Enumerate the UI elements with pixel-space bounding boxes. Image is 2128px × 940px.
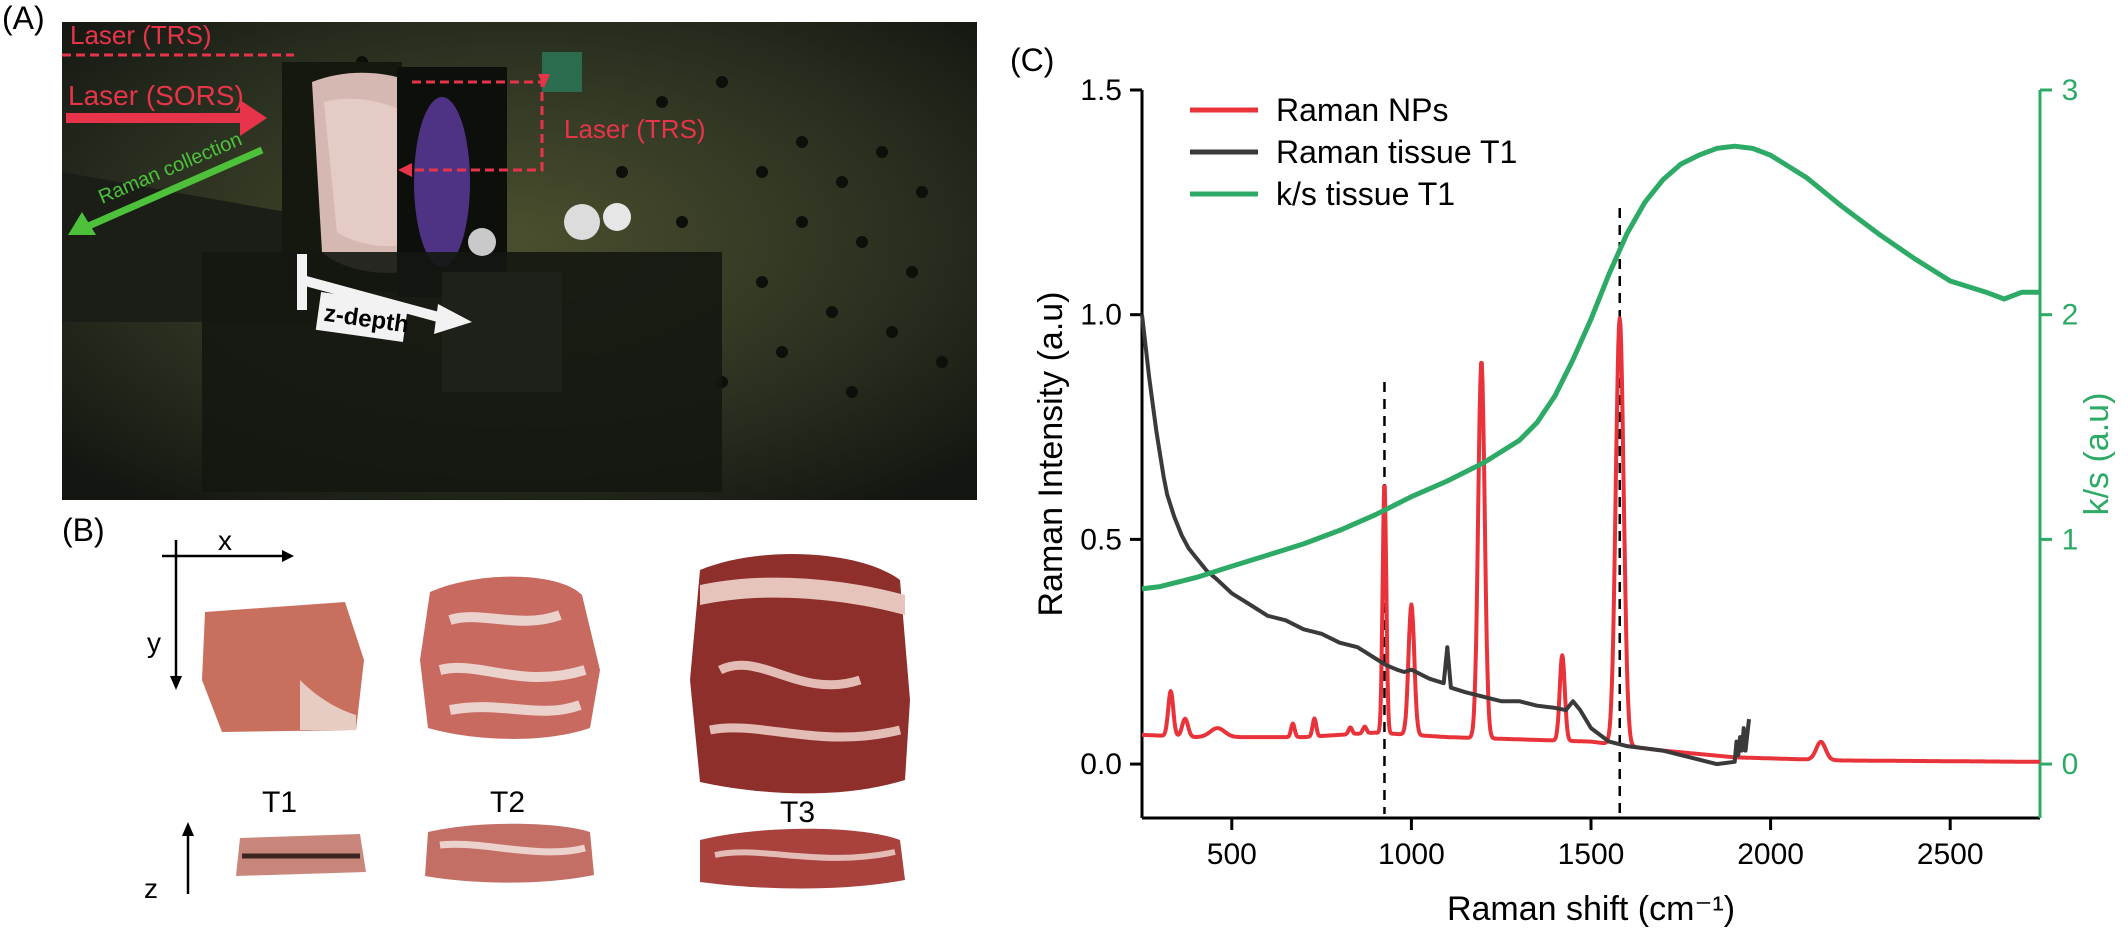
raman-collection-arrow-head <box>68 212 96 235</box>
lens-glow <box>414 97 470 267</box>
stage-knob <box>468 228 496 256</box>
series-line-1 <box>1140 314 1751 767</box>
z-depth-arrow-head <box>434 304 472 334</box>
laser-sors-arrow-head <box>240 100 267 136</box>
z-depth-label-box <box>315 292 409 342</box>
tissue-t3-label: T3 <box>780 796 815 829</box>
x-tick-label: 1000 <box>1378 838 1445 871</box>
tissue-panel-drawing: x y z T1 T2 T3 <box>144 525 910 904</box>
mirror <box>542 52 582 92</box>
x-axis-title: Raman shift (cm⁻¹) <box>1447 890 1735 928</box>
y-tick-label: 1.0 <box>1080 299 1122 332</box>
panel-label-c: (C) <box>1010 42 1055 78</box>
stage-mount <box>442 272 562 392</box>
x-axis-label: x <box>218 525 232 556</box>
chart-legend: Raman NPs Raman tissue T1 k/s tissue T1 <box>1190 92 1517 212</box>
legend-label: k/s tissue T1 <box>1276 176 1455 212</box>
tissue-t2-top <box>420 576 600 739</box>
panel-label-b: (B) <box>62 512 105 548</box>
x-tick-label: 500 <box>1207 838 1257 871</box>
x-tick-label: 2500 <box>1917 838 1984 871</box>
plot-area: 500 1000 1500 2000 2500 0.0 0.5 1.0 1.5 0 1 2 3 <box>1080 74 2078 871</box>
tissue-t2-label: T2 <box>490 786 525 819</box>
laser-trs-path <box>410 80 544 172</box>
z-depth-arrow-shaft <box>300 275 444 323</box>
y-tick-label: 1.5 <box>1080 74 1122 107</box>
tissue-t1-label: T1 <box>262 786 297 819</box>
setup-photo: Laser (TRS) Laser (SORS) Laser (TRS) Ram… <box>62 22 977 500</box>
laser-trs-right-label: Laser (TRS) <box>564 114 706 144</box>
legend-label: Raman NPs <box>1276 92 1449 128</box>
laser-trs-top-label: Laser (TRS) <box>70 22 212 50</box>
setup-photo-drawing: Laser (TRS) Laser (SORS) Laser (TRS) Ram… <box>62 22 977 500</box>
series-line-2 <box>1141 143 2040 592</box>
y2-tick-label: 1 <box>2062 523 2079 556</box>
y2-tick-label: 2 <box>2062 299 2079 332</box>
z-axis-label: z <box>144 873 158 904</box>
raman-collection-arrow-shaft <box>82 146 264 232</box>
x-tick-label: 2000 <box>1737 838 1804 871</box>
y2-tick-label: 0 <box>2062 748 2079 781</box>
y-tick-label: 0.5 <box>1080 523 1122 556</box>
y-axis-label: y <box>147 627 161 658</box>
panel-label-a: (A) <box>2 0 45 36</box>
legend-label: Raman tissue T1 <box>1276 134 1517 170</box>
tissue-t2-side <box>425 823 594 883</box>
y2-tick-label: 3 <box>2062 74 2079 107</box>
laser-sors-label: Laser (SORS) <box>68 80 244 111</box>
y-tick-label: 0.0 <box>1080 748 1122 781</box>
y2-axis-title: k/s (a.u) <box>2078 393 2116 516</box>
x-tick-label: 1500 <box>1558 838 1625 871</box>
series-line-0 <box>1140 316 2042 764</box>
y-axis-title: Raman Intensity (a.u) <box>1032 291 1070 616</box>
